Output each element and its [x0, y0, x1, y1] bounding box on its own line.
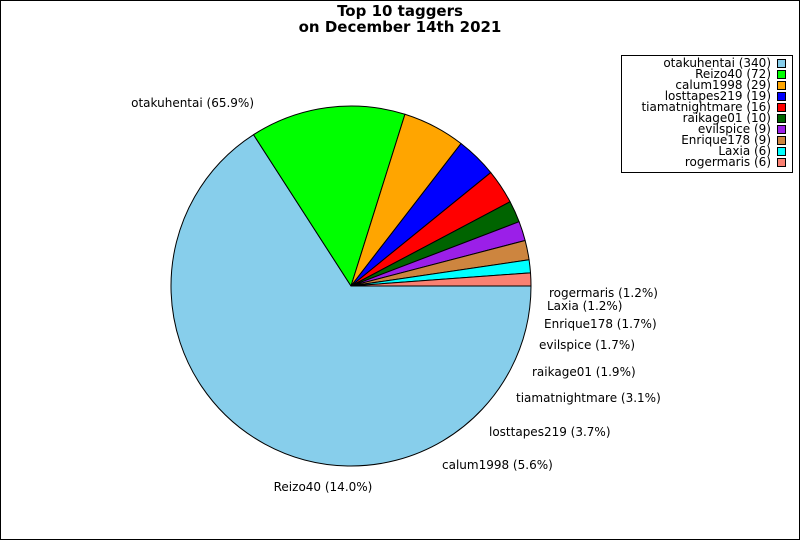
- legend-swatch: [777, 114, 786, 123]
- legend-label: otakuhentai (340): [663, 56, 771, 70]
- legend-entry-laxia: Laxia (6): [622, 144, 786, 158]
- slice-label-evilspice: evilspice (1.7%): [539, 338, 635, 352]
- legend-entry-rogermaris: rogermaris (6): [622, 155, 786, 169]
- legend-entry-evilspice: evilspice (9): [622, 122, 786, 136]
- chart-title-line-2: on December 14th 2021: [298, 18, 502, 36]
- legend-swatch: [777, 70, 786, 79]
- legend-entry-tiamatnightmare: tiamatnightmare (16): [622, 100, 786, 114]
- slice-label-losttapes219: losttapes219 (3.7%): [489, 425, 611, 439]
- legend-label: raikage01 (10): [682, 111, 771, 125]
- legend-swatch: [777, 103, 786, 112]
- legend-swatch: [777, 81, 786, 90]
- legend-entry-otakuhentai: otakuhentai (340): [622, 56, 786, 70]
- legend-entry-reizo40: Reizo40 (72): [622, 67, 786, 81]
- legend-swatch: [777, 59, 786, 68]
- legend-label: tiamatnightmare (16): [641, 100, 771, 114]
- legend-label: calum1998 (29): [675, 78, 771, 92]
- slice-label-otakuhentai: otakuhentai (65.9%): [131, 96, 254, 110]
- chart-title: Top 10 taggers on December 14th 2021: [1, 3, 799, 35]
- pie-slice-rogermaris: [350, 272, 532, 287]
- chart-title-line-1: Top 10 taggers: [337, 2, 463, 20]
- slice-label-reizo40: Reizo40 (14.0%): [274, 480, 373, 494]
- legend-label: Reizo40 (72): [695, 67, 771, 81]
- legend-entry-raikage01: raikage01 (10): [622, 111, 786, 125]
- legend-label: Laxia (6): [718, 144, 771, 158]
- legend-label: rogermaris (6): [684, 155, 771, 169]
- slice-label-rogermaris: rogermaris (1.2%): [549, 286, 658, 300]
- legend-swatch: [777, 158, 786, 167]
- legend-entry-losttapes219: losttapes219 (19): [622, 89, 786, 103]
- legend-swatch: [777, 147, 786, 156]
- legend-label: evilspice (9): [697, 122, 771, 136]
- slice-label-tiamatnightmare: tiamatnightmare (3.1%): [516, 391, 661, 405]
- legend-entry-calum1998: calum1998 (29): [622, 78, 786, 92]
- legend-swatch: [777, 92, 786, 101]
- legend-swatch: [777, 136, 786, 145]
- pie-slice-otakuhentai: [170, 134, 532, 467]
- slice-label-laxia: Laxia (1.2%): [547, 299, 623, 313]
- legend-label: losttapes219 (19): [664, 89, 771, 103]
- slice-label-enrique178: Enrique178 (1.7%): [544, 317, 657, 331]
- pie-slice-reizo40: [253, 105, 406, 287]
- legend: otakuhentai (340) Reizo40 (72) calum1998 (…: [621, 55, 793, 173]
- slice-label-calum1998: calum1998 (5.6%): [442, 458, 553, 472]
- legend-entry-enrique178: Enrique178 (9): [622, 133, 786, 147]
- slice-label-raikage01: raikage01 (1.9%): [532, 365, 636, 379]
- legend-label: Enrique178 (9): [681, 133, 771, 147]
- legend-swatch: [777, 125, 786, 134]
